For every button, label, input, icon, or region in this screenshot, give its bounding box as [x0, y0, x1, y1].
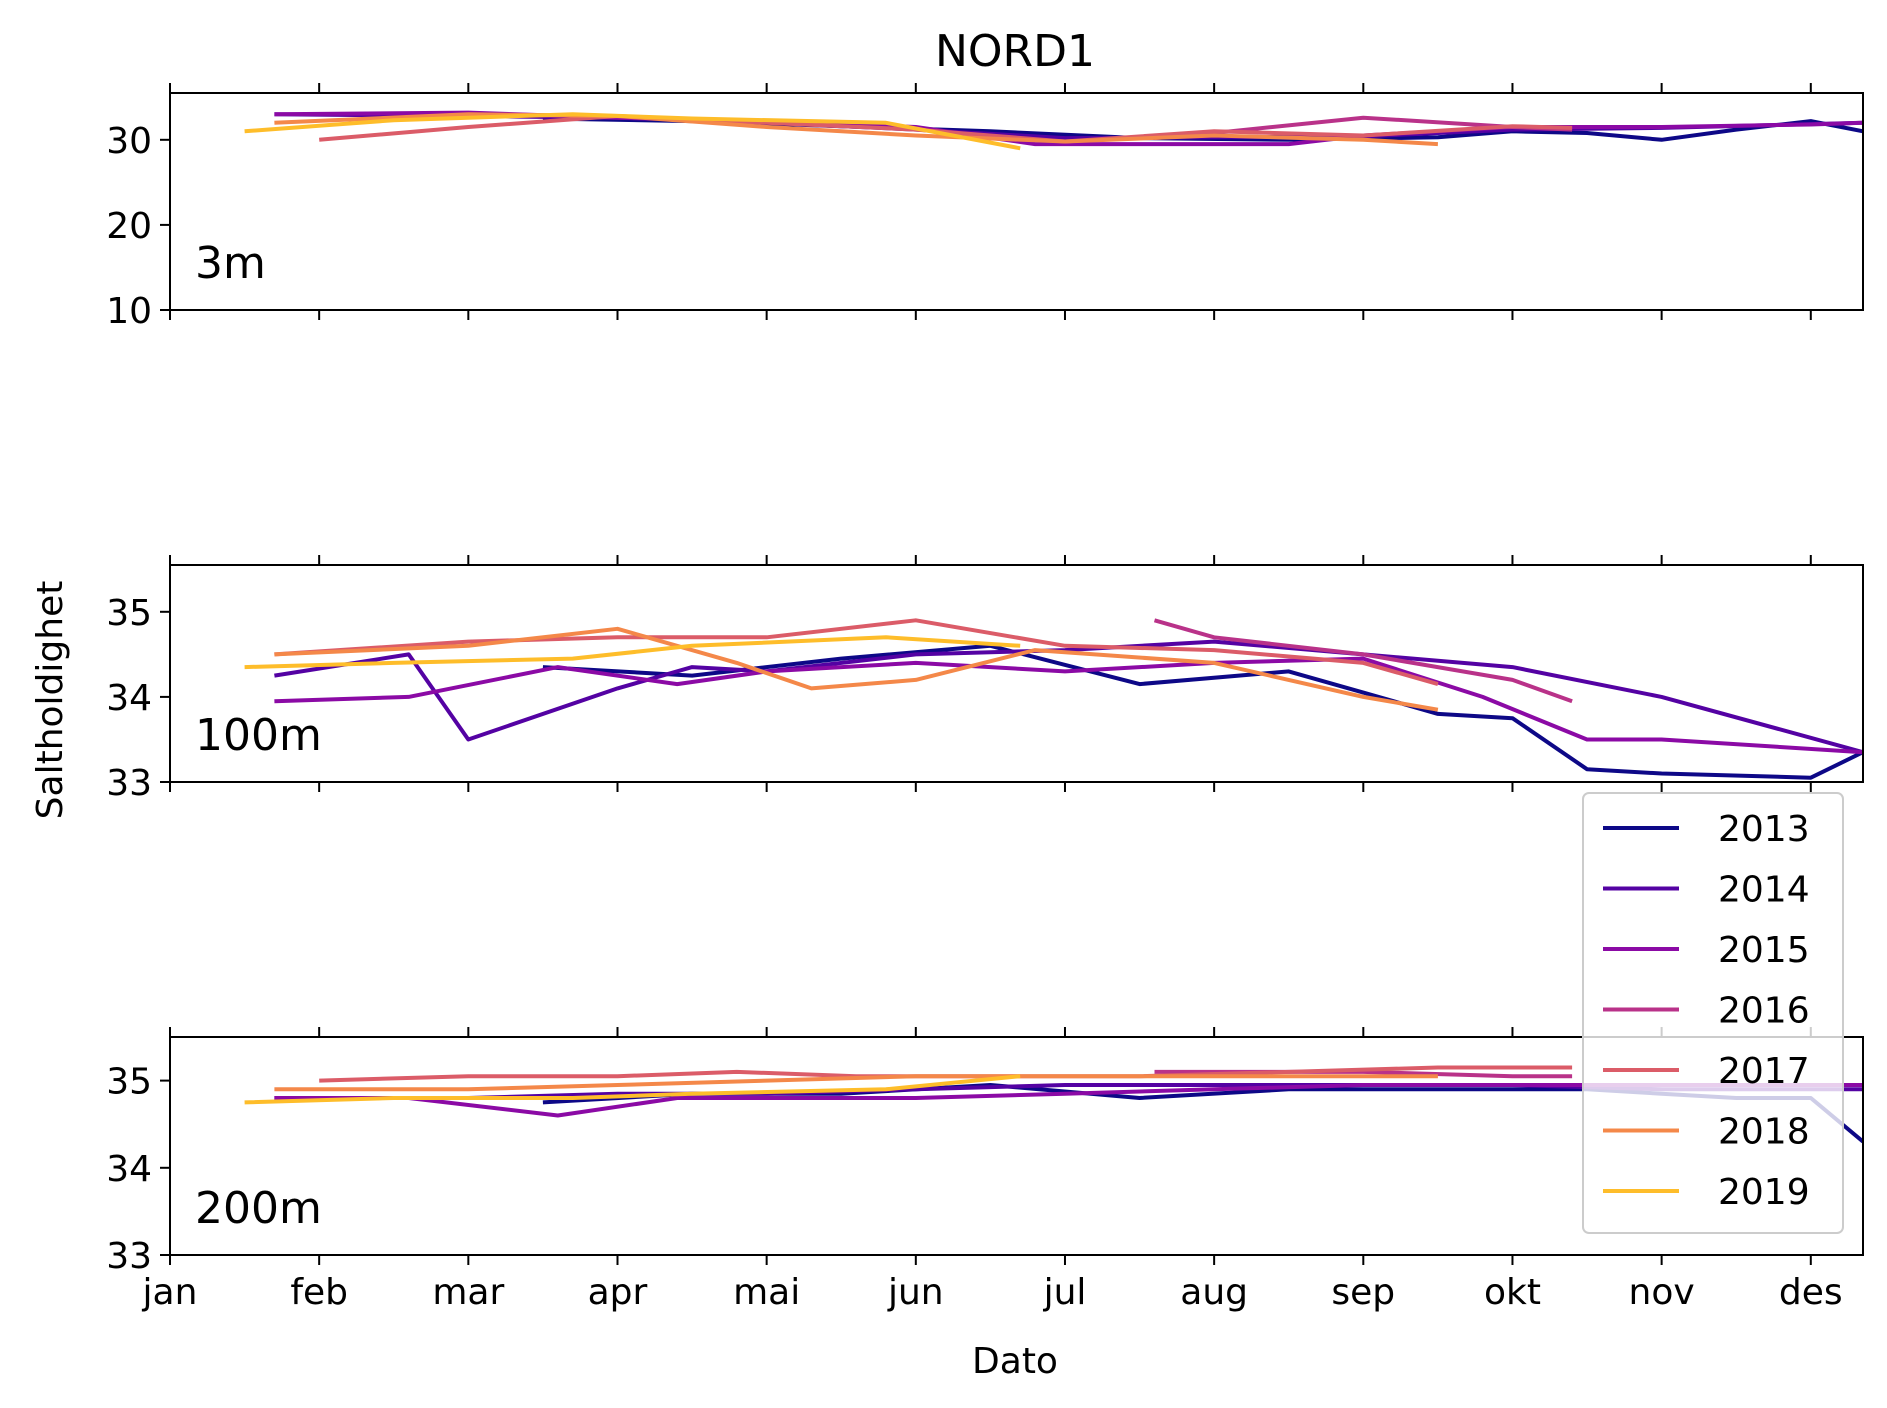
x-tick-label: des — [1779, 1272, 1843, 1313]
x-tick-label: jul — [1043, 1272, 1087, 1313]
legend-label-2019: 2019 — [1718, 1172, 1810, 1213]
series-group — [244, 618, 1863, 780]
legend-frame — [1582, 792, 1844, 1234]
panels: 10 20 30 3m 33 34 35 100m 33 34 35 jan feb mar apr mai j… — [106, 83, 1864, 1313]
y-tick-label: 10 — [106, 291, 152, 332]
panel-frame — [169, 1036, 1864, 1256]
y-tick-label: 34 — [106, 1149, 152, 1190]
x-tick-label: mar — [432, 1272, 504, 1313]
panel-3m: 10 20 30 3m — [106, 83, 1864, 332]
panel-frame — [169, 92, 1864, 311]
x-tick-label: nov — [1629, 1272, 1695, 1313]
chart-title: NORD1 — [935, 26, 1095, 77]
panel-depth-label: 200m — [195, 1183, 322, 1234]
x-tick-label: okt — [1484, 1272, 1541, 1313]
y-tick-label: 33 — [106, 763, 152, 804]
legend-label-2015: 2015 — [1718, 930, 1810, 971]
y-tick-label: 30 — [106, 121, 152, 162]
y-axis-label: Saltholdighet — [30, 581, 71, 820]
x-tick-label: feb — [290, 1272, 348, 1313]
legend-label-2018: 2018 — [1718, 1112, 1810, 1153]
series-line-2019 — [244, 112, 1021, 151]
y-tick-label: 34 — [106, 678, 152, 719]
panel-100m: 33 34 35 100m — [106, 555, 1864, 804]
y-tick-label: 20 — [106, 206, 152, 247]
x-tick-label: apr — [588, 1272, 648, 1313]
x-tick-label: jun — [887, 1272, 944, 1313]
series-line-2016 — [1153, 618, 1573, 704]
x-tick-label: jan — [142, 1272, 198, 1313]
y-tick-label: 35 — [106, 593, 152, 634]
y-tick-label: 35 — [106, 1062, 152, 1103]
series-line-2017 — [319, 114, 1573, 144]
x-tick-label: mai — [733, 1272, 800, 1313]
panel-depth-label: 100m — [195, 710, 322, 761]
series-line-2014 — [274, 639, 1863, 755]
x-axis-label: Dato — [972, 1341, 1058, 1382]
series-line-2019 — [244, 1074, 1021, 1105]
series-line-2015 — [274, 656, 1863, 755]
x-tick-label: sep — [1331, 1272, 1395, 1313]
series-group — [244, 110, 1863, 151]
series-line-2013 — [542, 643, 1863, 780]
series-line-2018 — [274, 1074, 1438, 1092]
panel-frame — [169, 564, 1864, 783]
legend-label-2013: 2013 — [1718, 809, 1810, 850]
legend-label-2016: 2016 — [1718, 991, 1810, 1032]
series-line-2016 — [1154, 1069, 1573, 1079]
y-tick-label: 33 — [106, 1236, 152, 1277]
legend: 2013 2014 2015 2016 2017 2018 2019 — [1582, 792, 1844, 1234]
panel-200m: 33 34 35 jan feb mar apr mai jun jul aug sep okt nov d… — [106, 1027, 1864, 1313]
legend-label-2014: 2014 — [1718, 870, 1810, 911]
series-line-2018 — [274, 626, 1439, 712]
x-tick-label: aug — [1180, 1272, 1248, 1313]
legend-label-2017: 2017 — [1718, 1051, 1810, 1092]
series-line-2015 — [274, 1083, 1863, 1118]
panel-depth-label: 3m — [195, 238, 266, 289]
series-line-2019 — [244, 635, 1021, 670]
